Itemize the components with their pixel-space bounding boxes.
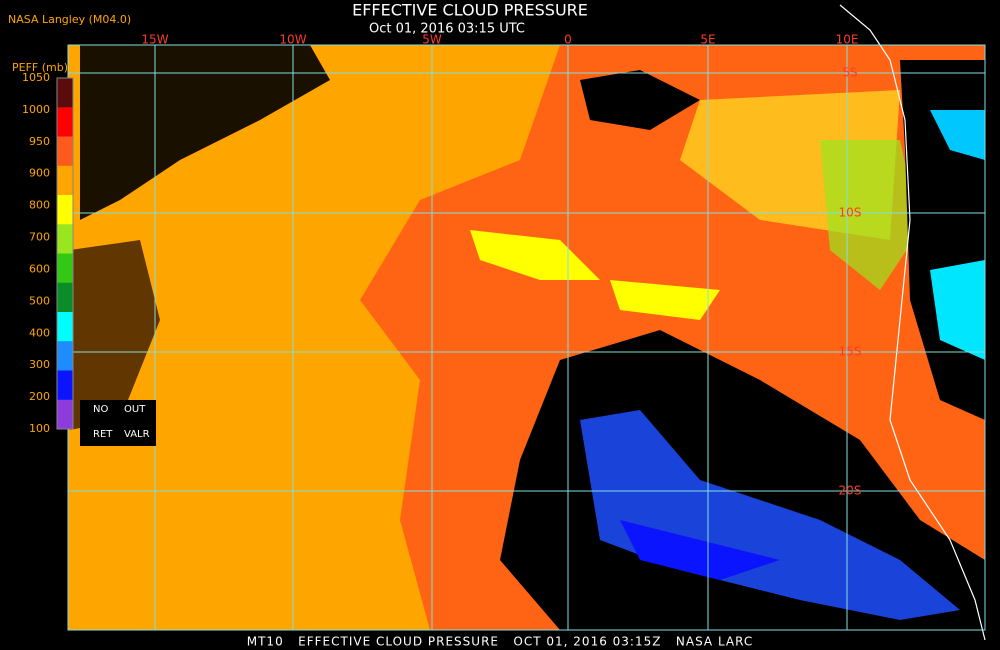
legend-tick-label: 1050	[22, 71, 50, 84]
title: EFFECTIVE CLOUD PRESSURE	[352, 1, 588, 20]
legend-swatch	[57, 136, 73, 167]
legend-tick-label: 900	[29, 167, 50, 180]
legend-title: PEFF (mb)	[12, 61, 68, 74]
legend-swatch	[57, 370, 73, 401]
source-label: NASA Langley (M04.0)	[8, 13, 131, 26]
legend-swatch	[57, 282, 73, 313]
latitude-label: 5S	[842, 66, 857, 80]
longitude-label: 0	[564, 33, 572, 47]
legend-swatch	[57, 312, 73, 342]
legend-swatch	[57, 107, 73, 137]
legend-note: OUT	[124, 404, 146, 415]
legend-tick-label: 700	[29, 231, 50, 244]
legend-tick-label: 200	[29, 390, 50, 403]
subtitle: Oct 01, 2016 03:15 UTC	[369, 22, 525, 37]
legend-tick-label: 100	[29, 422, 50, 435]
longitude-label: 10W	[279, 33, 306, 47]
legend-tick-label: 300	[29, 358, 50, 371]
legend-tick-label: 400	[29, 326, 50, 339]
legend-tick-label: 600	[29, 262, 50, 275]
legend-tick-label: 950	[29, 135, 50, 148]
legend-swatch	[57, 341, 73, 371]
legend-note-box	[80, 400, 156, 446]
legend-note: NO	[93, 404, 108, 415]
legend-swatch	[57, 78, 73, 108]
longitude-label: 5E	[700, 33, 715, 47]
legend-swatch	[57, 399, 73, 430]
imagery	[68, 4, 986, 641]
longitude-label: 15W	[141, 33, 168, 47]
legend-swatch	[57, 165, 73, 196]
latitude-label: 10S	[839, 206, 862, 220]
legend-swatch	[57, 224, 73, 254]
longitude-label: 5W	[422, 33, 442, 47]
legend-tick-label: 1000	[22, 103, 50, 116]
legend-frame	[56, 77, 74, 430]
latitude-label: 20S	[839, 484, 862, 498]
footer: MT10 EFFECTIVE CLOUD PRESSURE OCT 01, 20…	[247, 635, 753, 649]
legend-tick-label: 800	[29, 199, 50, 212]
legend-note: VALR	[124, 429, 150, 440]
legend-tick-label: 500	[29, 294, 50, 307]
legend-note: RET	[93, 429, 113, 440]
legend-swatch	[57, 195, 73, 225]
legend-swatch	[57, 253, 73, 284]
latitude-label: 15S	[839, 345, 862, 359]
longitude-label: 10E	[836, 33, 859, 47]
